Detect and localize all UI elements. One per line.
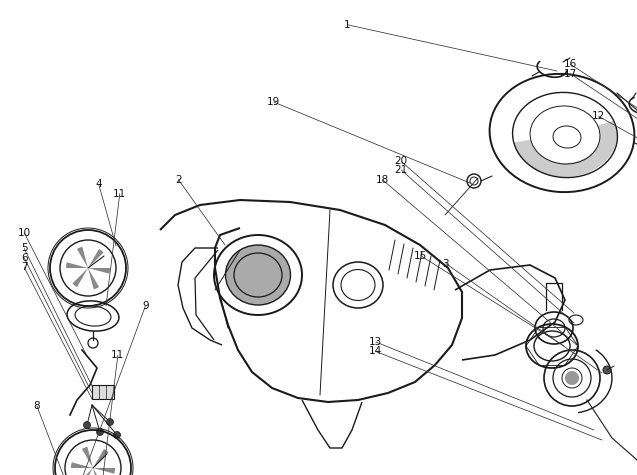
Text: 11: 11 — [113, 189, 126, 199]
Text: 2: 2 — [175, 174, 182, 185]
Polygon shape — [514, 121, 617, 177]
Text: 8: 8 — [34, 401, 40, 411]
Circle shape — [113, 431, 120, 438]
Text: 21: 21 — [395, 165, 408, 175]
Text: 13: 13 — [369, 337, 382, 347]
Circle shape — [83, 421, 90, 428]
Polygon shape — [93, 468, 115, 474]
Text: 1: 1 — [344, 19, 350, 30]
Polygon shape — [77, 247, 88, 268]
Text: 14: 14 — [369, 346, 382, 357]
Polygon shape — [93, 449, 108, 468]
Polygon shape — [88, 268, 110, 274]
Polygon shape — [93, 468, 104, 475]
Text: 12: 12 — [592, 111, 605, 122]
Text: 9: 9 — [142, 301, 148, 312]
Text: 11: 11 — [111, 350, 124, 361]
Polygon shape — [82, 447, 93, 468]
Text: 5: 5 — [21, 243, 27, 254]
Text: 18: 18 — [376, 174, 389, 185]
Text: 16: 16 — [564, 59, 576, 69]
Circle shape — [96, 428, 103, 436]
Text: 10: 10 — [18, 228, 31, 238]
Polygon shape — [565, 371, 579, 385]
Polygon shape — [78, 468, 93, 475]
Text: 19: 19 — [268, 97, 280, 107]
Bar — [92, 385, 114, 399]
Text: 4: 4 — [96, 179, 102, 190]
Polygon shape — [73, 268, 88, 287]
Text: 6: 6 — [21, 253, 27, 263]
Text: 3: 3 — [443, 258, 449, 269]
Polygon shape — [71, 462, 93, 468]
Polygon shape — [88, 268, 99, 289]
Text: 20: 20 — [395, 156, 408, 167]
Text: 7: 7 — [21, 262, 27, 273]
Polygon shape — [88, 249, 104, 268]
Text: 15: 15 — [414, 250, 427, 261]
Circle shape — [603, 366, 611, 374]
Polygon shape — [66, 262, 88, 268]
Circle shape — [106, 418, 113, 426]
Text: 17: 17 — [564, 68, 576, 79]
Polygon shape — [226, 245, 290, 305]
